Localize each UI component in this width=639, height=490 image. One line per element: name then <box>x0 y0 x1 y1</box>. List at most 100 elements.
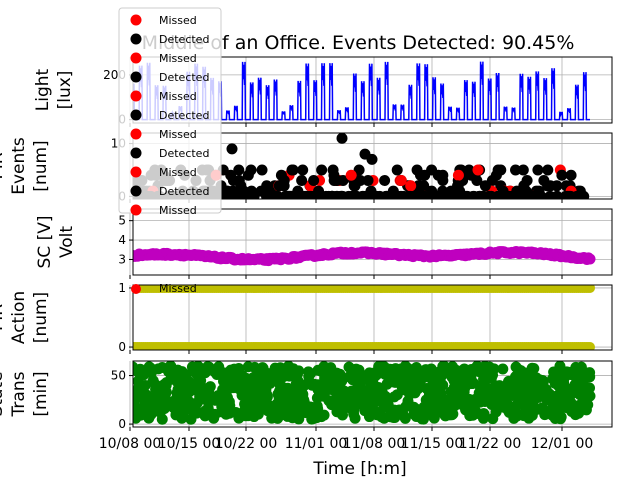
state-point <box>510 361 522 373</box>
axes-frame <box>132 208 613 276</box>
detected-point <box>456 190 468 199</box>
state-point <box>469 404 481 416</box>
detected-point <box>560 190 572 199</box>
state-point <box>388 391 400 403</box>
detected-point <box>283 190 295 199</box>
state-point <box>156 393 168 405</box>
detected-point <box>571 190 583 199</box>
legend-label: Missed <box>159 90 197 103</box>
state-point <box>482 366 494 378</box>
state-point <box>528 377 540 389</box>
y-axis-label: Light <box>33 68 53 111</box>
state-point <box>243 375 255 387</box>
state-point <box>175 400 187 412</box>
legend-marker <box>130 14 142 26</box>
legend-label: Detected <box>159 185 209 198</box>
y-axis-label: PIR <box>0 152 7 179</box>
detected-point <box>551 190 563 199</box>
detected-point <box>551 180 563 192</box>
plot-area <box>133 246 596 267</box>
detected-point <box>484 190 496 199</box>
detected-point <box>323 190 335 199</box>
state-point <box>376 386 388 398</box>
detected-point <box>362 175 374 187</box>
state-point <box>448 384 460 396</box>
legend-marker <box>131 284 141 294</box>
detected-point <box>275 169 287 181</box>
state-point <box>340 397 352 409</box>
state-point <box>396 381 408 393</box>
detected-point <box>244 190 256 199</box>
state-point <box>299 404 311 416</box>
plot-area <box>133 285 595 350</box>
y-axis-label: [num] <box>31 292 51 343</box>
state-point <box>262 405 274 417</box>
y-tick-label: 0 <box>118 417 126 431</box>
missed-point <box>345 169 357 181</box>
detected-point <box>452 180 464 192</box>
state-point <box>133 412 141 424</box>
detected-point <box>495 164 507 176</box>
legend-label: Missed <box>159 282 197 295</box>
state-point <box>180 369 192 381</box>
state-point <box>393 404 405 416</box>
state-point <box>569 369 581 381</box>
state-point <box>454 370 466 382</box>
state-point <box>435 387 447 399</box>
detected-point <box>336 190 348 199</box>
state-point <box>421 383 433 395</box>
legend-marker <box>130 185 142 197</box>
legend-label: Detected <box>159 71 209 84</box>
legend-box <box>118 7 222 214</box>
state-point <box>133 386 139 398</box>
legend-marker <box>130 33 142 45</box>
detected-point <box>434 190 446 199</box>
legend-label: Missed <box>159 204 197 217</box>
panel-2: 010PIREvents[num] <box>0 132 613 203</box>
state-point <box>311 412 323 424</box>
state-point <box>348 397 360 409</box>
detected-point <box>503 190 515 199</box>
state-point <box>444 364 456 376</box>
state-point <box>314 380 326 392</box>
state-point <box>353 380 365 392</box>
state-point <box>172 368 184 380</box>
state-point <box>236 389 248 401</box>
state-point <box>221 396 233 408</box>
state-point <box>343 361 355 373</box>
detected-point <box>520 190 532 199</box>
state-point <box>382 399 394 411</box>
legend-marker <box>130 166 142 178</box>
state-point <box>209 366 221 378</box>
y-axis-label: [num] <box>31 140 51 191</box>
detected-point <box>316 164 328 176</box>
detected-point <box>425 190 437 199</box>
state-point <box>526 362 538 374</box>
legend-label: Missed <box>159 52 197 65</box>
state-point <box>186 361 198 373</box>
y-axis-label: Action <box>9 291 29 344</box>
state-point <box>492 381 504 393</box>
state-point <box>212 390 224 402</box>
y-tick-label: 4 <box>118 233 126 247</box>
state-point <box>491 395 503 407</box>
y-axis-label: Trans <box>9 371 29 417</box>
state-point <box>295 391 307 403</box>
state-point <box>331 384 343 396</box>
state-point <box>407 402 419 414</box>
state-point <box>145 362 157 374</box>
y-tick-label: 0 <box>118 340 126 354</box>
x-tick-label: 11/08 00 <box>343 436 406 452</box>
axes-frame <box>132 284 613 351</box>
legend-label: Missed <box>159 14 197 27</box>
legend-label: Missed <box>159 166 197 179</box>
x-tick-label: 10/08 00 <box>99 436 162 452</box>
legend-marker <box>130 204 142 216</box>
state-point <box>171 387 183 399</box>
state-point <box>252 408 264 420</box>
state-point <box>497 363 509 375</box>
detected-point <box>494 190 506 199</box>
state-point <box>204 407 216 419</box>
legend-label: Missed <box>159 128 197 141</box>
detected-point <box>233 164 245 176</box>
